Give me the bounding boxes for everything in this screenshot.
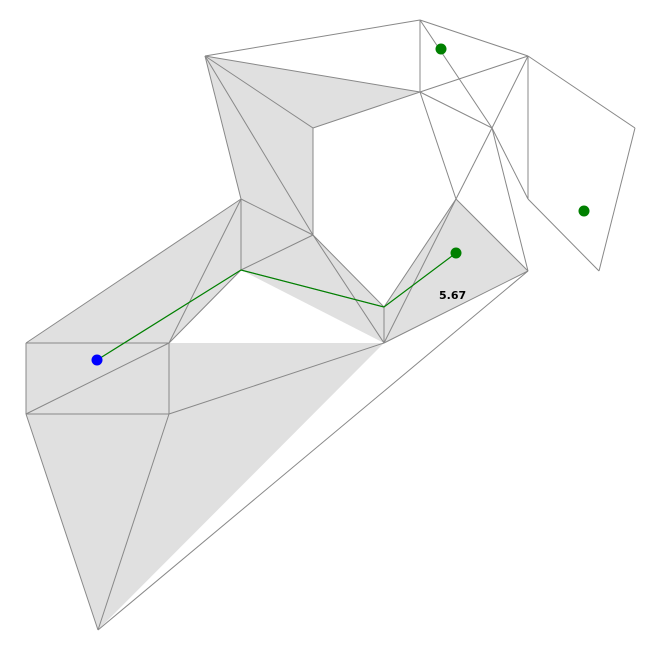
mesh-edge bbox=[204, 19, 421, 57]
mesh-edge bbox=[491, 55, 529, 129]
mesh-edge bbox=[204, 55, 314, 129]
mesh-edge bbox=[204, 55, 242, 200]
mesh-edge bbox=[25, 413, 99, 631]
mesh-edge bbox=[168, 342, 385, 415]
mesh-edge bbox=[97, 270, 529, 631]
mesh-edge bbox=[312, 234, 385, 344]
mesh-edge bbox=[312, 234, 385, 308]
mesh-edge bbox=[25, 342, 170, 415]
goal-point bbox=[450, 247, 462, 259]
goal-point bbox=[435, 43, 447, 55]
mesh-edge bbox=[97, 413, 170, 631]
mesh-edge bbox=[312, 91, 421, 129]
mesh-edge bbox=[419, 19, 529, 57]
mesh-edge bbox=[240, 198, 314, 236]
mesh-edge bbox=[25, 198, 242, 344]
mesh-edge bbox=[419, 55, 529, 93]
mesh-edge bbox=[491, 127, 529, 200]
mesh-edge bbox=[598, 127, 636, 272]
filled-triangle bbox=[26, 414, 169, 630]
mesh-edge bbox=[527, 198, 600, 272]
mesh-edge bbox=[419, 19, 493, 129]
mesh-edge bbox=[455, 198, 529, 272]
mesh-edge bbox=[455, 127, 493, 200]
filled-triangle bbox=[241, 199, 313, 270]
goal-point bbox=[578, 205, 590, 217]
filled-triangle bbox=[98, 343, 384, 630]
mesh-edge bbox=[527, 55, 636, 129]
mesh-edge bbox=[419, 91, 457, 200]
mesh-edge bbox=[204, 55, 314, 236]
mesh-edge bbox=[383, 198, 457, 308]
filled-triangle bbox=[384, 199, 528, 343]
mesh-edge bbox=[491, 127, 529, 272]
mesh-edge bbox=[419, 91, 493, 129]
start-point bbox=[91, 354, 103, 366]
mesh-edge bbox=[383, 270, 529, 344]
mesh-edge bbox=[168, 198, 242, 344]
mesh-edge bbox=[168, 269, 242, 344]
mesh-edge bbox=[204, 55, 421, 93]
distance-label: 5.67 bbox=[439, 289, 466, 302]
mesh-edge bbox=[240, 234, 314, 271]
filled-triangle bbox=[241, 270, 384, 343]
mesh-edges bbox=[25, 19, 636, 631]
path-line bbox=[96, 252, 457, 361]
mesh-edge bbox=[383, 198, 457, 344]
